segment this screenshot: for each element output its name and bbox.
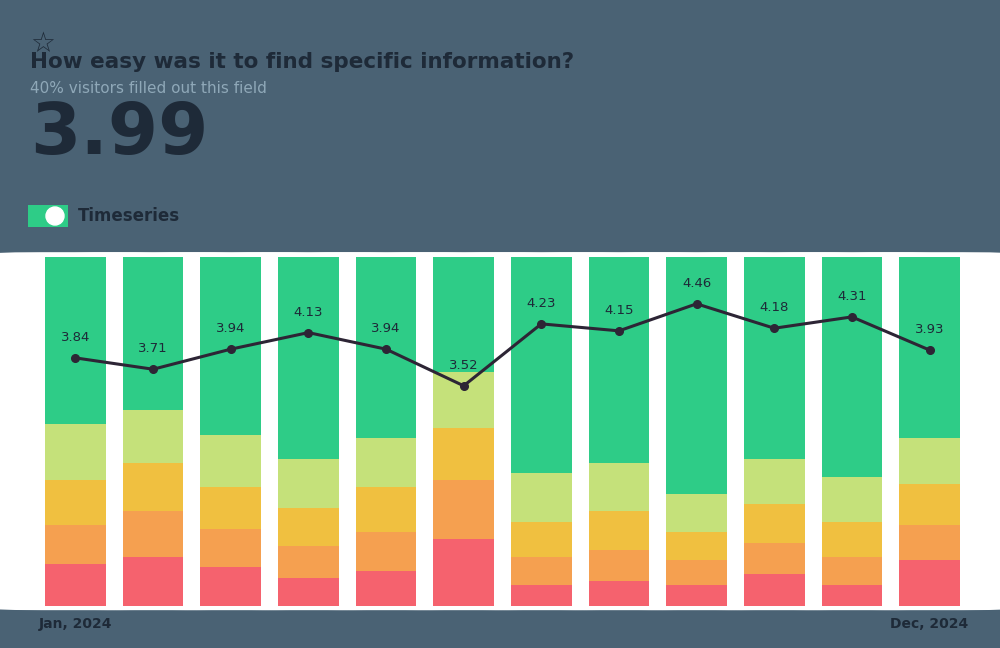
- Bar: [123, 410, 183, 463]
- Bar: [45, 564, 106, 606]
- Bar: [511, 522, 572, 557]
- FancyBboxPatch shape: [756, 252, 947, 610]
- Text: 4.18: 4.18: [760, 301, 789, 314]
- Text: 4.31: 4.31: [837, 290, 867, 303]
- Bar: [200, 487, 261, 529]
- Bar: [433, 372, 494, 428]
- FancyBboxPatch shape: [291, 252, 482, 610]
- Bar: [433, 428, 494, 480]
- Text: ☆: ☆: [30, 30, 55, 58]
- FancyBboxPatch shape: [28, 205, 68, 227]
- Bar: [899, 526, 960, 561]
- Text: 3.52: 3.52: [449, 359, 478, 372]
- Bar: [278, 508, 339, 546]
- Text: 3.94: 3.94: [371, 322, 401, 335]
- Bar: [899, 561, 960, 606]
- Bar: [356, 438, 416, 487]
- Bar: [356, 533, 416, 571]
- Bar: [200, 529, 261, 567]
- Bar: [822, 584, 882, 606]
- Bar: [433, 539, 494, 606]
- Text: 3.71: 3.71: [138, 342, 168, 355]
- Text: 40% visitors filled out this field: 40% visitors filled out this field: [30, 81, 267, 96]
- Bar: [200, 257, 261, 435]
- FancyBboxPatch shape: [601, 252, 792, 610]
- Text: 3.99: 3.99: [30, 100, 208, 169]
- Bar: [278, 257, 339, 459]
- Bar: [45, 480, 106, 526]
- FancyBboxPatch shape: [523, 252, 714, 610]
- Bar: [356, 487, 416, 533]
- Bar: [822, 522, 882, 557]
- Bar: [123, 257, 183, 410]
- Bar: [666, 584, 727, 606]
- Bar: [356, 571, 416, 606]
- Bar: [511, 584, 572, 606]
- Bar: [278, 578, 339, 606]
- Bar: [666, 533, 727, 561]
- Bar: [744, 543, 805, 574]
- Bar: [589, 463, 649, 511]
- Bar: [511, 557, 572, 584]
- Bar: [200, 567, 261, 606]
- Text: How easy was it to find specific information?: How easy was it to find specific informa…: [30, 52, 574, 72]
- Text: 4.46: 4.46: [682, 277, 711, 290]
- Bar: [123, 463, 183, 511]
- Bar: [356, 257, 416, 438]
- Bar: [744, 574, 805, 606]
- FancyBboxPatch shape: [368, 252, 559, 610]
- FancyBboxPatch shape: [135, 252, 326, 610]
- Bar: [278, 546, 339, 578]
- Text: Timeseries: Timeseries: [78, 207, 180, 225]
- Bar: [123, 511, 183, 557]
- Bar: [433, 480, 494, 539]
- Text: 4.15: 4.15: [604, 304, 634, 317]
- Circle shape: [46, 207, 64, 225]
- FancyBboxPatch shape: [58, 252, 249, 610]
- FancyBboxPatch shape: [0, 252, 171, 610]
- Bar: [589, 550, 649, 581]
- Bar: [45, 257, 106, 424]
- Bar: [744, 459, 805, 504]
- Bar: [822, 257, 882, 476]
- Bar: [511, 473, 572, 522]
- Bar: [123, 557, 183, 606]
- Text: 3.84: 3.84: [61, 331, 90, 344]
- Bar: [200, 435, 261, 487]
- FancyBboxPatch shape: [834, 252, 1000, 610]
- Text: 4.13: 4.13: [294, 306, 323, 319]
- Bar: [433, 257, 494, 372]
- Bar: [589, 257, 649, 463]
- Bar: [45, 424, 106, 480]
- Bar: [899, 483, 960, 526]
- Bar: [589, 581, 649, 606]
- Bar: [744, 257, 805, 459]
- FancyBboxPatch shape: [446, 252, 637, 610]
- FancyBboxPatch shape: [679, 252, 870, 610]
- Text: 4.23: 4.23: [527, 297, 556, 310]
- Bar: [899, 257, 960, 438]
- Bar: [278, 459, 339, 508]
- Bar: [822, 557, 882, 584]
- Bar: [899, 438, 960, 483]
- FancyBboxPatch shape: [213, 252, 404, 610]
- Bar: [822, 476, 882, 522]
- Bar: [666, 494, 727, 533]
- Bar: [511, 257, 572, 473]
- Bar: [666, 257, 727, 494]
- Bar: [45, 526, 106, 564]
- Text: 3.94: 3.94: [216, 322, 245, 335]
- Text: 3.93: 3.93: [915, 323, 944, 336]
- Bar: [589, 511, 649, 550]
- Bar: [666, 561, 727, 584]
- Bar: [744, 504, 805, 543]
